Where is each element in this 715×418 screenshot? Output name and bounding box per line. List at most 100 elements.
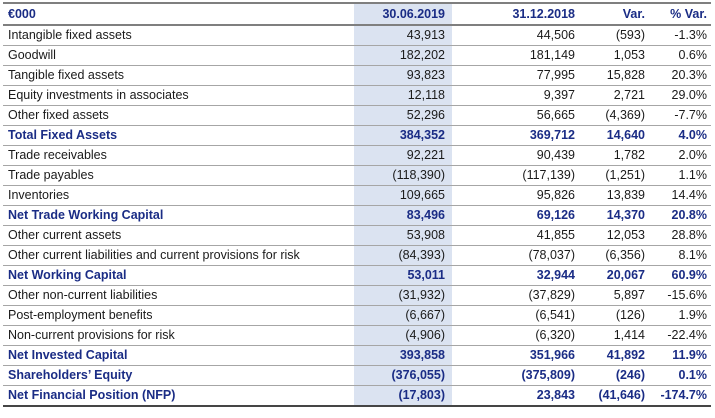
row-label: Net Invested Capital	[8, 348, 128, 362]
cell-pct-var: -22.4%	[667, 328, 707, 342]
table-body: Intangible fixed assets 43,913 44,506 (5…	[3, 25, 711, 406]
cell-pct-var: 8.1%	[678, 248, 708, 262]
cell-var: 14,640	[606, 128, 645, 142]
table-row: Net Working Capital 53,011 32,944 20,067…	[3, 265, 711, 286]
cell-pct-var: 14.4%	[671, 188, 707, 202]
cell-pct-var: 2.0%	[678, 148, 708, 162]
table-row: Equity investments in associates 12,118 …	[3, 85, 711, 106]
cell-31-12-2018: (6,541)	[535, 308, 575, 322]
cell-var: (4,369)	[605, 108, 645, 122]
row-label: Other current assets	[8, 228, 122, 242]
cell-30-06-2019: (4,906)	[354, 325, 452, 346]
row-label: Other fixed assets	[8, 108, 109, 122]
table-row: Other fixed assets 52,296 56,665 (4,369)…	[3, 105, 711, 126]
table-row: Intangible fixed assets 43,913 44,506 (5…	[3, 25, 711, 46]
table-header: €000 30.06.2019 31.12.2018 Var. % Var.	[3, 3, 711, 25]
cell-31-12-2018: 77,995	[536, 68, 575, 82]
cell-var: (41,646)	[598, 388, 645, 402]
cell-pct-var: 1.9%	[678, 308, 708, 322]
cell-30-06-2019: 53,908	[354, 225, 452, 246]
cell-31-12-2018: 351,966	[529, 348, 575, 362]
cell-31-12-2018: 181,149	[529, 48, 575, 62]
cell-pct-var: 20.3%	[671, 68, 707, 82]
cell-31-12-2018: 90,439	[536, 148, 575, 162]
table-row: Other current liabilities and current pr…	[3, 245, 711, 266]
cell-31-12-2018: (375,809)	[521, 368, 575, 382]
cell-pct-var: 28.8%	[671, 228, 707, 242]
row-label: Intangible fixed assets	[8, 28, 132, 42]
cell-31-12-2018: (6,320)	[535, 328, 575, 342]
table-row: Post-employment benefits (6,667) (6,541)…	[3, 305, 711, 326]
cell-var: 20,067	[606, 268, 645, 282]
table-row: Shareholders’ Equity (376,055) (375,809)…	[3, 365, 711, 386]
cell-31-12-2018: 56,665	[536, 108, 575, 122]
row-label: Net Financial Position (NFP)	[8, 388, 176, 402]
row-label: Net Trade Working Capital	[8, 208, 164, 222]
cell-31-12-2018: 369,712	[529, 128, 575, 142]
cell-var: 1,053	[613, 48, 645, 62]
cell-var: 41,892	[606, 348, 645, 362]
cell-30-06-2019: 43,913	[354, 25, 452, 46]
cell-30-06-2019: (84,393)	[354, 245, 452, 266]
row-label: Inventories	[8, 188, 70, 202]
table-row: Net Invested Capital 393,858 351,966 41,…	[3, 345, 711, 366]
cell-pct-var: -174.7%	[660, 388, 707, 402]
balance-sheet-table: €000 30.06.2019 31.12.2018 Var. % Var. I…	[3, 2, 711, 407]
cell-30-06-2019: (31,932)	[354, 285, 452, 306]
row-label: Equity investments in associates	[8, 88, 189, 102]
cell-pct-var: 4.0%	[678, 128, 708, 142]
col-header-pct-var: % Var.	[670, 6, 707, 21]
cell-var: 14,370	[606, 208, 645, 222]
cell-var: (1,251)	[605, 168, 645, 182]
table-row: Trade receivables 92,221 90,439 1,782 2.…	[3, 145, 711, 166]
cell-30-06-2019: 109,665	[354, 185, 452, 206]
table-header-row: €000 30.06.2019 31.12.2018 Var. % Var.	[3, 3, 711, 25]
cell-var: (126)	[615, 308, 645, 322]
cell-var: 12,053	[606, 228, 645, 242]
cell-pct-var: 0.1%	[678, 368, 708, 382]
row-label: Total Fixed Assets	[8, 128, 118, 142]
cell-30-06-2019: (118,390)	[354, 165, 452, 186]
row-label: Non-current provisions for risk	[8, 328, 175, 342]
cell-31-12-2018: 32,944	[536, 268, 575, 282]
table-row: Trade payables (118,390) (117,139) (1,25…	[3, 165, 711, 186]
row-label: Other non-current liabilities	[8, 288, 158, 302]
row-label: Goodwill	[8, 48, 56, 62]
table-row: Non-current provisions for risk (4,906) …	[3, 325, 711, 346]
cell-31-12-2018: 23,843	[536, 388, 575, 402]
cell-30-06-2019: (6,667)	[354, 305, 452, 326]
cell-30-06-2019: (376,055)	[354, 365, 452, 386]
cell-30-06-2019: 384,352	[354, 125, 452, 146]
cell-30-06-2019: 12,118	[354, 85, 452, 106]
cell-pct-var: 0.6%	[678, 48, 708, 62]
cell-pct-var: 1.1%	[678, 168, 708, 182]
table-row: Other non-current liabilities (31,932) (…	[3, 285, 711, 306]
cell-31-12-2018: 44,506	[536, 28, 575, 42]
col-header-30-06-2019: 30.06.2019	[354, 3, 452, 25]
col-header-31-12-2018: 31.12.2018	[512, 6, 575, 21]
row-label: Trade receivables	[8, 148, 107, 162]
table-row: Other current assets 53,908 41,855 12,05…	[3, 225, 711, 246]
cell-30-06-2019: 182,202	[354, 45, 452, 66]
cell-31-12-2018: 69,126	[536, 208, 575, 222]
cell-pct-var: -15.6%	[667, 288, 707, 302]
row-label: Net Working Capital	[8, 268, 127, 282]
cell-31-12-2018: 9,397	[543, 88, 575, 102]
cell-pct-var: 11.9%	[672, 348, 707, 362]
cell-pct-var: 20.8%	[671, 208, 707, 222]
cell-31-12-2018: (78,037)	[528, 248, 575, 262]
cell-pct-var: 29.0%	[671, 88, 707, 102]
cell-30-06-2019: 393,858	[354, 345, 452, 366]
cell-31-12-2018: (117,139)	[522, 168, 575, 182]
cell-var: 2,721	[613, 88, 645, 102]
cell-31-12-2018: 41,855	[536, 228, 575, 242]
table-row: Net Financial Position (NFP) (17,803) 23…	[3, 385, 711, 406]
col-header-units: €000	[8, 6, 36, 21]
cell-30-06-2019: 92,221	[354, 145, 452, 166]
cell-var: 5,897	[613, 288, 645, 302]
table-row: Inventories 109,665 95,826 13,839 14.4%	[3, 185, 711, 206]
row-label: Post-employment benefits	[8, 308, 153, 322]
cell-var: 13,839	[606, 188, 645, 202]
cell-pct-var: -7.7%	[674, 108, 707, 122]
row-label: Other current liabilities and current pr…	[8, 248, 300, 262]
